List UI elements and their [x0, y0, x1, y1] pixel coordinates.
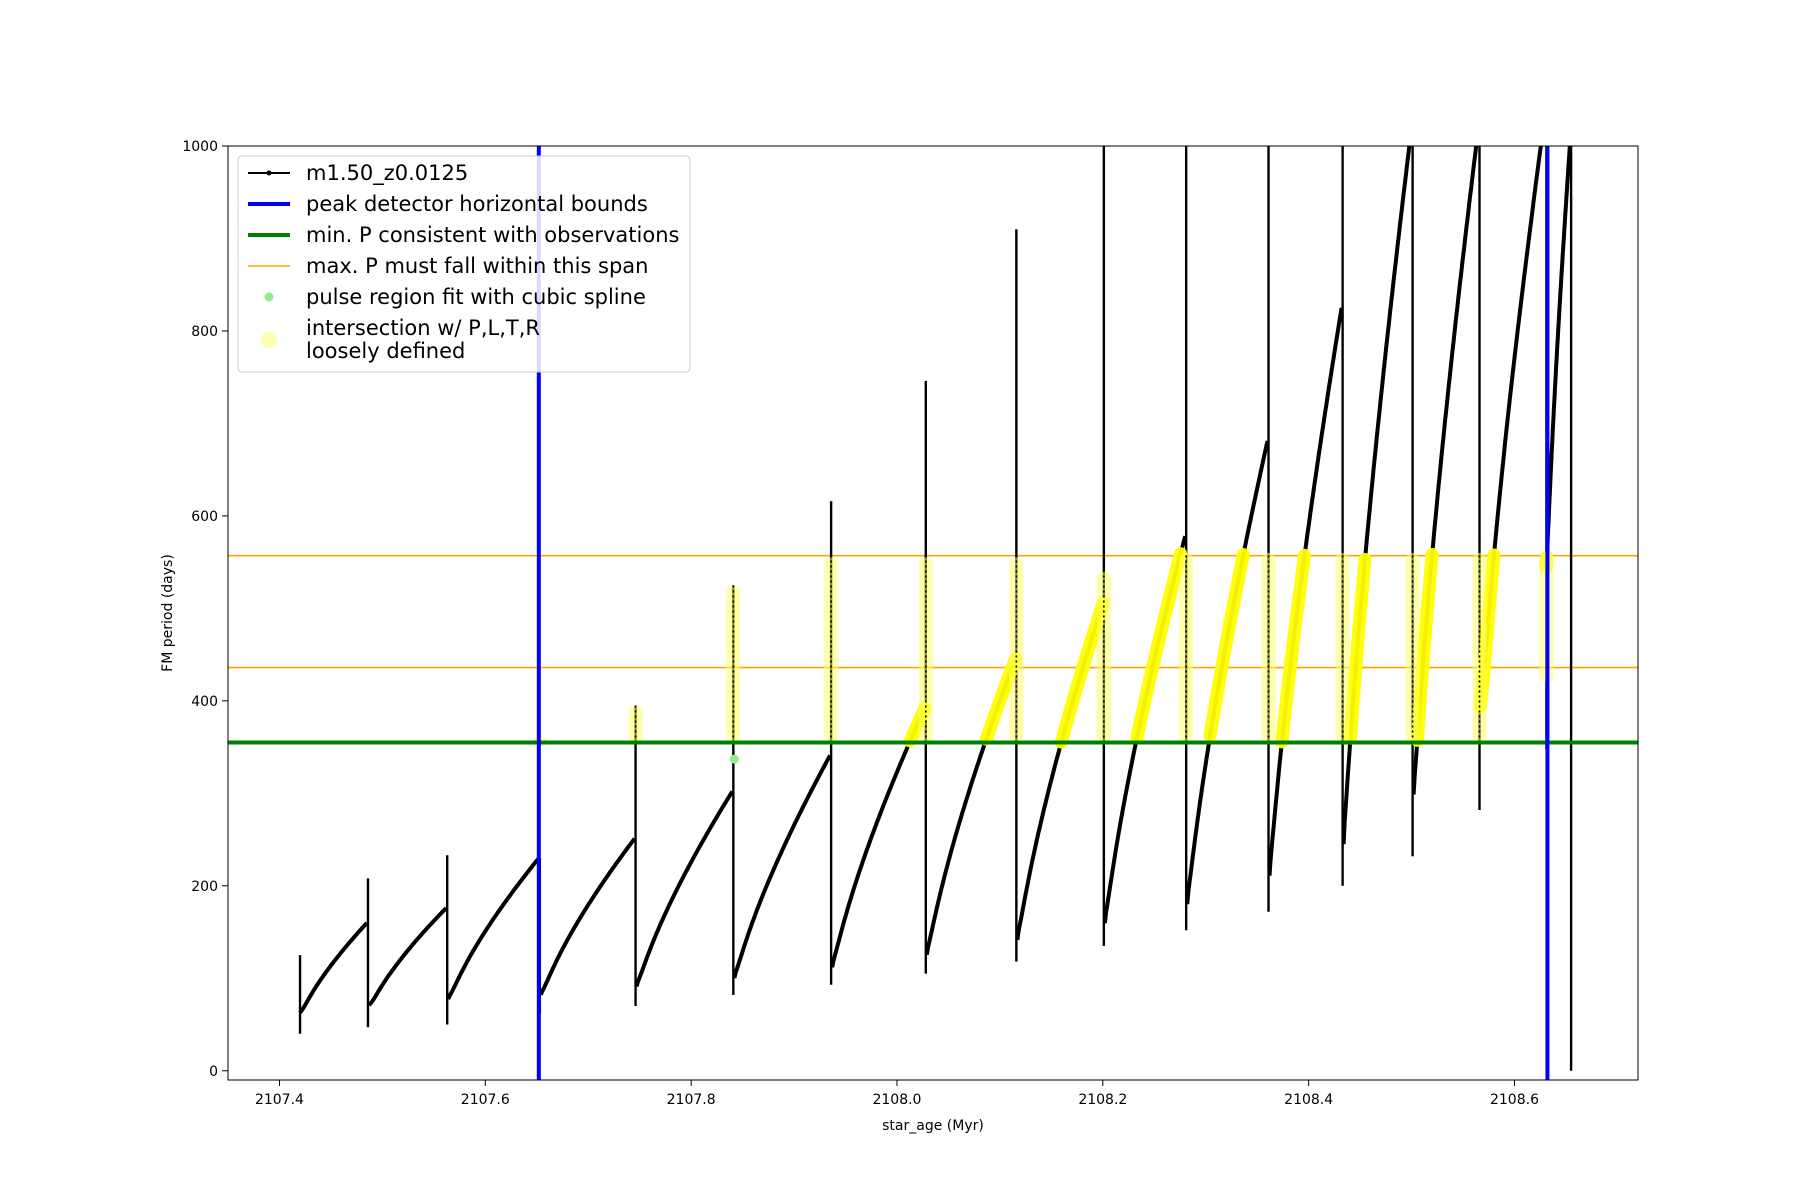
intersection-curve-13 [1410, 548, 1439, 747]
legend-marker-0 [266, 170, 272, 176]
x-tick-label-2: 2107.8 [667, 1092, 716, 1108]
legend-label-2: min. P consistent with observations [306, 223, 679, 247]
intersection-curve-12 [1343, 553, 1372, 745]
x-tick-label-1: 2107.6 [461, 1092, 510, 1108]
y-tick-label-1: 200 [191, 879, 218, 895]
y-tick-label-0: 0 [209, 1064, 218, 1080]
intersection-column-9 [1335, 552, 1350, 743]
legend-label-5: intersection w/ P,L,T,R [306, 316, 540, 340]
x-tick-label-5: 2108.4 [1284, 1092, 1333, 1108]
intersection-column-2 [726, 585, 741, 743]
x-tick-label-0: 2107.4 [255, 1092, 304, 1108]
legend-label-1: peak detector horizontal bounds [306, 192, 648, 216]
x-tick-label-6: 2108.6 [1490, 1092, 1539, 1108]
intersection-column-11 [1472, 552, 1487, 743]
legend-handle-4 [264, 292, 274, 302]
intersection-curve-11 [1275, 548, 1311, 749]
legend-handle-5 [261, 332, 277, 348]
axes-frame [227, 145, 1639, 1081]
x-tick-label-3: 2108.0 [872, 1092, 921, 1108]
intersection-curve-10 [1203, 548, 1250, 743]
legend-box [237, 155, 691, 373]
y-axis-label: FM period (days) [160, 554, 176, 672]
plot-content [228, 146, 1638, 1080]
legend-label-4: pulse region fit with cubic spline [306, 285, 646, 309]
plot-area [228, 146, 1638, 1080]
y-tick-label-4: 800 [191, 324, 218, 340]
intersection-curve-9 [1130, 547, 1188, 745]
y-tick-label-5: 1000 [182, 139, 218, 155]
intersection-column-7 [1179, 552, 1194, 743]
intersection-column-3 [824, 557, 839, 743]
intersection-column-8 [1261, 552, 1276, 743]
legend-label-5-line2: loosely defined [306, 339, 465, 363]
y-tick-label-3: 600 [191, 509, 218, 525]
axis-ticks: 2107.4 2107.6 2107.8 2108.0 2108.2 2108.4 2108… [182, 139, 1539, 1108]
intersection-column-10 [1405, 552, 1420, 743]
intersection-curve-8 [1054, 597, 1110, 749]
spline-dot-0 [729, 754, 739, 764]
legend-label-3: max. P must fall within this span [306, 254, 648, 278]
intersection-column-4 [918, 557, 933, 743]
intersection-column-1 [628, 705, 643, 743]
legend-label-0: m1.50_z0.0125 [306, 161, 468, 186]
x-axis-label: star_age (Myr) [882, 1118, 984, 1134]
intersection-column-5 [1009, 557, 1024, 743]
x-tick-label-4: 2108.2 [1078, 1092, 1127, 1108]
y-tick-label-2: 400 [191, 694, 218, 710]
